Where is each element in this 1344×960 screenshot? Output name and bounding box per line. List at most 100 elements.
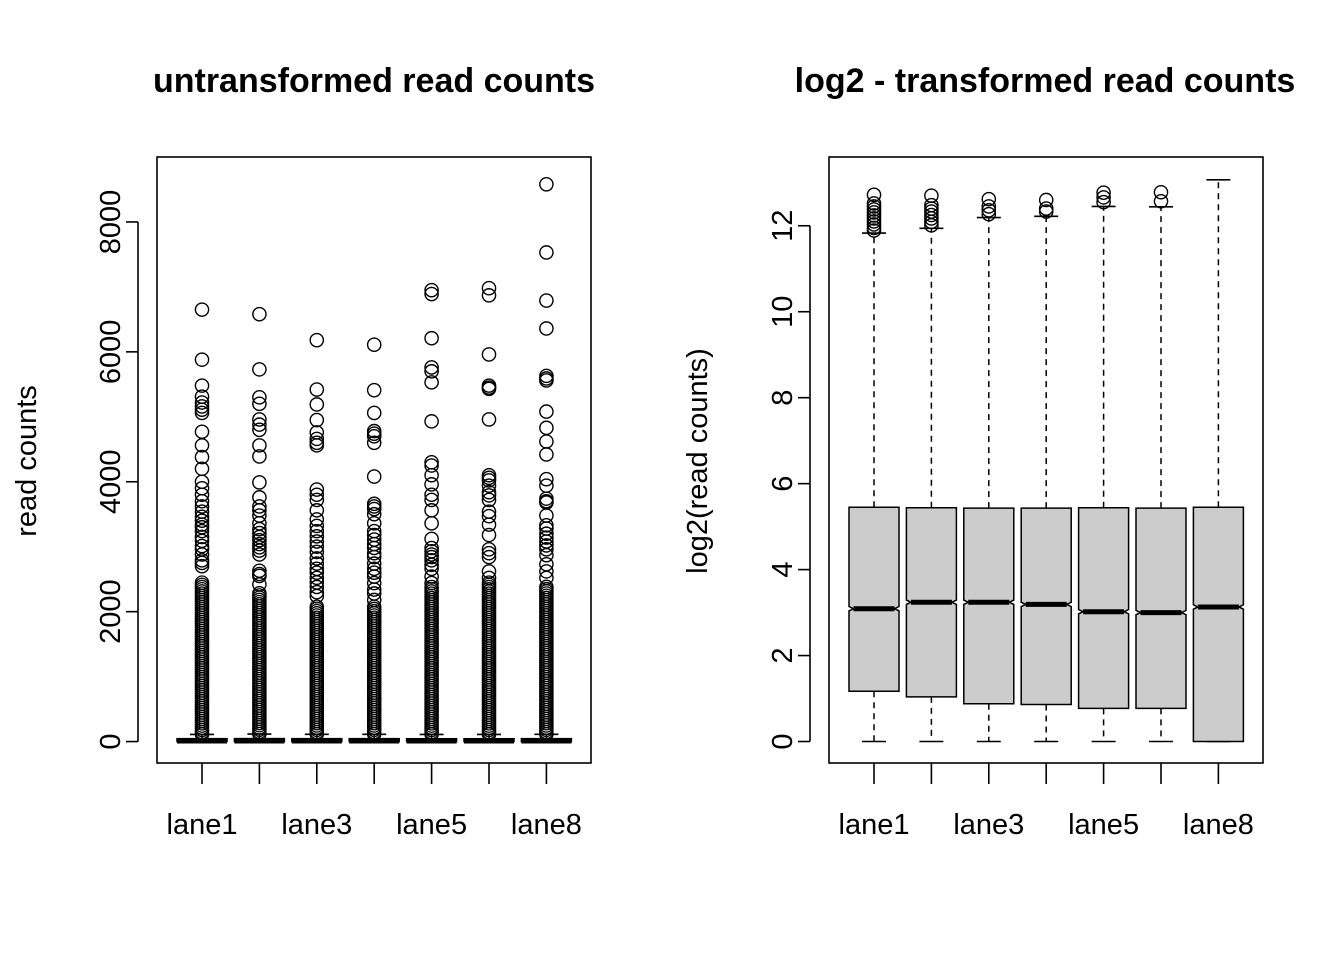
- outlier-point: [252, 521, 267, 537]
- outlier-point: [866, 217, 882, 232]
- outlier-point: [252, 306, 267, 322]
- outlier-point: [194, 538, 210, 554]
- outlier-point: [539, 538, 554, 553]
- outlier-point: [539, 293, 554, 308]
- outlier-point: [194, 352, 210, 367]
- box-lane3: [963, 191, 1015, 743]
- outlier-point: [309, 579, 325, 595]
- y-tick-label: 0: [95, 733, 127, 749]
- outlier-point: [539, 547, 554, 563]
- outlier-point: [194, 378, 210, 393]
- box-body: [1135, 507, 1187, 710]
- box-lane1: [848, 187, 900, 743]
- outlier-point: [424, 503, 439, 518]
- outlier-point: [424, 531, 439, 547]
- outlier-point: [194, 399, 210, 414]
- box-lane4: [1020, 192, 1072, 743]
- outlier-point: [424, 364, 439, 379]
- outlier-point: [424, 579, 439, 595]
- outlier-point: [539, 404, 554, 419]
- outlier-point: [481, 280, 497, 296]
- outlier-point: [424, 330, 439, 346]
- outlier-point: [194, 449, 210, 465]
- box-lane3: [291, 332, 343, 744]
- outlier-point: [252, 390, 267, 405]
- outlier-point: [194, 523, 210, 539]
- outlier-point: [424, 569, 439, 584]
- outlier-point: [252, 536, 267, 552]
- outlier-point: [309, 523, 325, 539]
- outlier-point: [309, 599, 325, 614]
- outlier-point: [366, 545, 382, 561]
- box-lane6: [1135, 184, 1187, 743]
- y-tick-label: 4: [767, 562, 799, 578]
- outlier-point: [424, 467, 439, 483]
- outlier-point: [194, 555, 210, 571]
- outlier-point: [366, 435, 382, 451]
- outlier-point: [366, 582, 382, 597]
- outlier-point: [481, 484, 497, 500]
- outlier-point: [481, 381, 497, 397]
- outlier-point: [481, 527, 497, 543]
- outlier-point: [252, 412, 267, 427]
- outlier-point: [252, 362, 267, 377]
- outlier-point: [539, 434, 554, 449]
- outlier-point: [309, 397, 325, 412]
- outlier-point: [309, 492, 325, 508]
- outlier-point: [539, 321, 554, 336]
- outlier-point: [194, 395, 210, 410]
- outlier-point: [424, 454, 439, 470]
- outlier-point: [1096, 185, 1111, 200]
- outlier-point: [1038, 204, 1054, 219]
- outlier-point: [366, 540, 382, 556]
- outlier-point: [424, 553, 439, 568]
- outlier-point: [309, 512, 325, 527]
- outlier-point: [1038, 201, 1054, 216]
- right-chart-title: log2 - transformed read counts: [795, 62, 1296, 100]
- outlier-point: [252, 525, 267, 541]
- outlier-point: [424, 492, 439, 508]
- outlier-point: [481, 575, 497, 590]
- right-x-axis: lane1 lane3 lane5 lane8: [839, 763, 1254, 841]
- y-tick-label: 6: [767, 476, 799, 492]
- y-tick-label: 12: [767, 210, 799, 242]
- outlier-point: [194, 509, 210, 525]
- outlier-point: [194, 402, 210, 417]
- outlier-point: [539, 420, 554, 436]
- outlier-point: [252, 543, 267, 558]
- outlier-point: [366, 586, 382, 601]
- outlier-point: [194, 499, 210, 514]
- outlier-point: [1038, 192, 1054, 208]
- outlier-point: [309, 438, 325, 453]
- y-tick-label: 4000: [95, 450, 127, 515]
- box-lane8: [1192, 178, 1245, 743]
- outlier-point: [424, 487, 439, 503]
- outlier-point: [539, 517, 554, 533]
- outlier-point: [481, 564, 497, 579]
- outlier-point: [981, 202, 997, 218]
- outlier-point: [424, 458, 439, 473]
- outlier-point: [481, 549, 497, 565]
- x-tick-label: lane3: [953, 809, 1024, 841]
- outlier-point: [194, 575, 210, 590]
- outlier-point: [194, 302, 210, 317]
- box-lane2: [233, 306, 286, 744]
- outlier-point: [309, 570, 325, 586]
- x-tick-label: lane8: [1183, 809, 1254, 841]
- left-chart-title: untransformed read counts: [153, 62, 595, 100]
- x-tick-label: lane1: [839, 809, 910, 841]
- outlier-point: [424, 561, 439, 577]
- left-boxes: [176, 176, 573, 744]
- outlier-point: [252, 532, 267, 548]
- outlier-point: [981, 191, 997, 207]
- outlier-point: [366, 549, 382, 565]
- outlier-point: [481, 412, 497, 427]
- box-lane8: [520, 176, 573, 744]
- outlier-point: [539, 526, 554, 542]
- outlier-point: [1096, 194, 1111, 210]
- outlier-point: [924, 207, 939, 223]
- outlier-point: [539, 564, 554, 579]
- outlier-point: [481, 347, 497, 362]
- box-lane5: [405, 282, 458, 744]
- box-lane2: [905, 188, 958, 743]
